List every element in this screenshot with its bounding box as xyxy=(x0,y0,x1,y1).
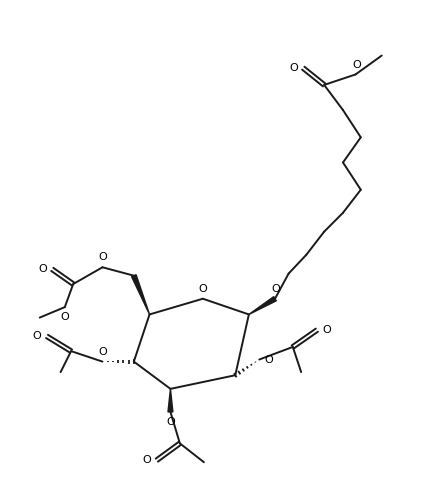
Text: O: O xyxy=(142,455,151,465)
Polygon shape xyxy=(131,275,149,315)
Text: O: O xyxy=(33,331,41,342)
Text: O: O xyxy=(98,347,106,357)
Text: O: O xyxy=(351,60,360,70)
Polygon shape xyxy=(248,296,276,315)
Text: O: O xyxy=(322,325,330,335)
Text: O: O xyxy=(288,63,297,73)
Text: O: O xyxy=(38,265,47,274)
Text: O: O xyxy=(271,284,279,294)
Polygon shape xyxy=(167,389,173,412)
Text: O: O xyxy=(60,312,69,322)
Text: O: O xyxy=(98,252,106,263)
Text: O: O xyxy=(198,284,207,294)
Text: O: O xyxy=(264,354,273,365)
Text: O: O xyxy=(166,416,174,427)
